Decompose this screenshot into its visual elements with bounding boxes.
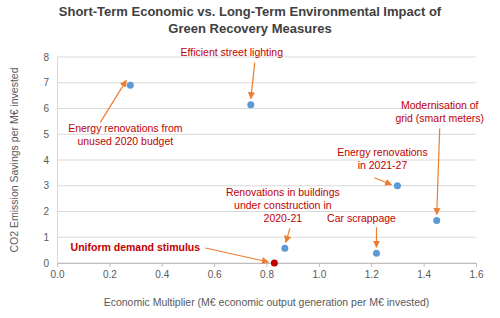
annotation-arrow xyxy=(286,228,290,242)
x-tick: 1.4 xyxy=(417,263,431,280)
x-tick: 0.6 xyxy=(208,263,222,280)
chart: 0.0 0.2 0.4 0.6 0.8 1.0 1.2 1.4 1.6 0 1 2 3 4 5 6 7 8 Shor… xyxy=(0,0,500,318)
point xyxy=(271,260,278,267)
y-tick-label: 5 xyxy=(43,129,49,140)
x-tick: 0.2 xyxy=(103,263,117,280)
y-tick: 0 xyxy=(43,258,57,269)
y-tick-label: 6 xyxy=(43,103,49,114)
x-tick-mark xyxy=(267,263,268,267)
x-tick-label: 1.2 xyxy=(365,269,379,280)
point xyxy=(247,101,254,108)
x-tick: 0.4 xyxy=(155,263,169,280)
x-tick-mark xyxy=(424,263,425,267)
x-tick: 1.2 xyxy=(365,263,379,280)
x-tick: 1.0 xyxy=(312,263,326,280)
annotation-label: Renovations in buildingsunder constructi… xyxy=(226,186,340,224)
annotation-arrow xyxy=(251,63,255,99)
annotation-label: Efficient street lighting xyxy=(181,46,284,58)
annotation-arrow xyxy=(205,248,268,262)
points xyxy=(127,82,440,267)
annotations: Energy renovations fromunused 2020 budge… xyxy=(68,46,484,262)
annotation-arrow xyxy=(100,80,126,122)
x-tick-label: 0.6 xyxy=(208,269,222,280)
x-tick-mark xyxy=(109,263,110,267)
y-axis-line xyxy=(57,58,58,264)
annotation-label: Car scrappage xyxy=(327,212,396,224)
y-tick: 7 xyxy=(43,77,57,88)
x-tick-mark xyxy=(319,263,320,267)
y-axis-title: CO2 Emission Savings per M€ invested xyxy=(8,67,20,252)
plot-area: 0.0 0.2 0.4 0.6 0.8 1.0 1.2 1.4 1.6 0 1 2 3 4 5 6 7 8 xyxy=(43,52,483,280)
annotation-label: Uniform demand stimulus xyxy=(71,241,201,253)
y-tick: 4 xyxy=(43,155,57,166)
point xyxy=(373,250,380,257)
grid-line xyxy=(57,160,476,161)
annotation-label: Energy renovationsin 2021-27 xyxy=(337,146,427,171)
x-tick-label: 0.2 xyxy=(103,269,117,280)
point xyxy=(394,182,401,189)
y-tick-label: 1 xyxy=(43,232,49,243)
y-tick-label: 2 xyxy=(43,206,49,217)
y-tick-label: 8 xyxy=(43,52,49,63)
annotation-label: Modernisation ofgrid (smart meters) xyxy=(395,99,484,124)
annotation-label: Energy renovations fromunused 2020 budge… xyxy=(68,122,183,147)
point xyxy=(433,217,440,224)
y-tick: 5 xyxy=(43,129,57,140)
x-tick-label: 0.4 xyxy=(155,269,169,280)
x-tick-mark xyxy=(371,263,372,267)
annotation-arrow xyxy=(437,129,440,215)
x-tick: 0.0 xyxy=(51,263,65,280)
x-tick-label: 1.0 xyxy=(312,269,326,280)
y-tick: 1 xyxy=(43,232,57,243)
y-tick-label: 4 xyxy=(43,155,49,166)
x-tick-mark xyxy=(476,263,477,267)
y-tick-label: 0 xyxy=(43,258,49,269)
y-tick-label: 3 xyxy=(43,180,49,191)
grid xyxy=(57,57,476,263)
point xyxy=(127,82,134,89)
x-tick-label: 0.8 xyxy=(260,269,274,280)
grid-line xyxy=(57,82,476,83)
x-tick-label: 0.0 xyxy=(51,269,65,280)
y-tick: 3 xyxy=(43,180,57,191)
grid-line xyxy=(57,237,476,238)
x-tick-label: 1.6 xyxy=(470,269,484,280)
y-tick-label: 7 xyxy=(43,77,49,88)
y-tick: 6 xyxy=(43,103,57,114)
x-tick-mark xyxy=(214,263,215,267)
x-tick-mark xyxy=(57,263,58,267)
x-axis-title: Economic Multiplier (M€ economic output … xyxy=(104,296,430,308)
x-tick: 1.6 xyxy=(470,263,484,280)
y-tick: 8 xyxy=(43,52,57,63)
x-tick-mark xyxy=(162,263,163,267)
y-tick: 2 xyxy=(43,206,57,217)
y-axis: 0 1 2 3 4 5 6 7 8 xyxy=(43,52,57,269)
x-tick-label: 1.4 xyxy=(417,269,431,280)
title: Short-Term Economic vs. Long-Term Enviro… xyxy=(59,4,442,36)
x-axis: 0.0 0.2 0.4 0.6 0.8 1.0 1.2 1.4 1.6 xyxy=(51,263,484,280)
annotation-arrow xyxy=(374,178,391,185)
annotation-arrow xyxy=(376,227,377,247)
point xyxy=(281,245,288,252)
